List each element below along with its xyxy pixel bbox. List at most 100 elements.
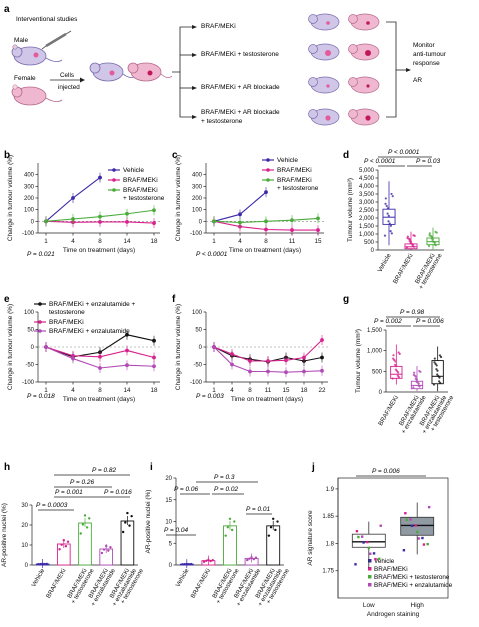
chart-f-data-point (284, 358, 288, 363)
chart-i-point (226, 526, 230, 529)
injected-male-mouse-icon (89, 62, 137, 82)
panel-letter-g: g (343, 294, 349, 305)
chart-d-category-label: BRAF/MEKi (392, 253, 415, 286)
chart-e-y-tick-label: -50 (25, 363, 34, 369)
chart-i-point (254, 556, 258, 559)
chart-f-data-point (248, 359, 252, 363)
chart-g-point (436, 373, 439, 376)
chart-d-y-tick-label: 4,500 (359, 176, 375, 182)
chart-e-x-tick-label: 8 (98, 387, 102, 394)
chart-g-point (439, 355, 443, 359)
chart-h-point (41, 562, 44, 566)
pvalue-g-2: P = 0.002 (374, 318, 402, 325)
chart-f-data-point (320, 338, 324, 342)
chart-f-data-point (266, 369, 270, 374)
legend-b-testo-1: BRAF/MEKi (123, 187, 158, 194)
female-mouse-icon (11, 84, 63, 106)
chart-h-y-label: AR-positive nuclei (%) (1, 503, 8, 567)
schematic-heading: Interventional studies (16, 16, 78, 23)
chart-b-x-label: Time on treatment (days) (63, 247, 135, 254)
chart-d-y-label: Tumour volume (mm³) (347, 178, 354, 242)
pvalue-d-2: P < 0.0001 (364, 158, 396, 165)
chart-c-x-tick-label: 4 (238, 238, 242, 245)
chart-f-y-tick-label: -50 (193, 363, 202, 369)
chart-d-point (386, 212, 389, 215)
chart-i-point (205, 559, 208, 563)
chart-d-y-tick-label: 500 (364, 240, 375, 246)
chart-e-data-point (152, 364, 156, 369)
chart-j-y-tick-label: 1.8 (326, 541, 335, 547)
chart-j-point (366, 540, 369, 544)
chart-i-point (189, 562, 193, 566)
chart-b-x-tick-label: 14 (123, 238, 131, 245)
legend-c-vehicle: Vehicle (277, 157, 298, 164)
legend-j-enza: BRAF/MEKi + enzalutamide (374, 582, 453, 589)
chart-i-category-label: BRAF/MEKi (190, 568, 213, 600)
treated-mice-icons (308, 13, 380, 126)
chart-f-data-point (230, 362, 234, 367)
chart-j-y-label: AR signature score (307, 510, 314, 566)
chart-d-point (391, 195, 394, 198)
chart-g-point (439, 381, 442, 385)
chart-b-data-point (152, 221, 156, 225)
chart-i-point (230, 528, 234, 532)
chart-i-category-label: Vehicle (174, 567, 190, 588)
chart-d-y-tick-label: 2,500 (359, 208, 375, 214)
chart-j-point (410, 524, 414, 528)
chart-b-data-point (98, 175, 102, 180)
chart-d-y-tick-label: 0 (371, 248, 375, 254)
pvalue-h-2: P = 0.26 (70, 479, 95, 486)
panel-letter-h: h (4, 462, 10, 473)
chart-c-y-tick-label: 100 (192, 208, 203, 214)
chart-h-point (81, 523, 85, 526)
chart-j-point (362, 541, 365, 544)
chart-h-point (79, 532, 82, 535)
chart-c-data-point (238, 212, 242, 217)
chart-g-y-label: Tumour volume (mm³) (355, 329, 362, 393)
chart-d-point (430, 237, 433, 240)
pvalue-i-3: P = 0.02 (214, 486, 239, 493)
chart-g-point (412, 386, 415, 389)
chart-g-point (392, 354, 395, 357)
chart-h-point (60, 543, 63, 546)
chart-i-point (228, 517, 232, 521)
chart-e-y-tick-label: 100 (24, 310, 35, 316)
chart-j: 1.75 1.8 1.85 1.9 AR signature score Low High A… (307, 477, 449, 618)
chart-g-point (392, 357, 395, 360)
chart-e-data-point (98, 366, 102, 370)
chart-d-point (406, 236, 409, 240)
chart-j-y-tick-label: 1.9 (326, 487, 335, 493)
chart-g-point (438, 354, 442, 357)
pvalue-h-5: P = 0.0003 (36, 502, 68, 509)
chart-d-point (385, 204, 388, 208)
chart-d-point (428, 234, 431, 237)
chart-i-point (276, 520, 279, 523)
chart-d-point (434, 230, 437, 233)
chart-b-data-point (98, 220, 102, 224)
pvalue-f: P = 0.003 (196, 393, 224, 400)
chart-j-point (374, 558, 377, 561)
legend-j: Vehicle BRAF/MEKi BRAF/MEKi + testostero… (368, 558, 453, 589)
chart-f-data-point (302, 355, 306, 360)
chart-b-data-point (125, 220, 129, 224)
chart-j-point (417, 537, 420, 540)
chart-j-point (404, 512, 407, 515)
chart-i-point (272, 517, 275, 521)
chart-i-point (202, 560, 206, 563)
chart-h-category-label: BRAF/MEKi (45, 568, 68, 600)
chart-g-point (394, 368, 397, 371)
chart-b-x-tick-label: 1 (44, 238, 48, 245)
chart-e-y-tick-label: -100 (22, 380, 35, 386)
chart-h-point (66, 540, 70, 543)
chart-i: 0 5 10 15 20 AR-positive nuclei (%) Vehicle BRA… (145, 476, 291, 607)
chart-i-point (183, 562, 186, 566)
chart-j-point (405, 518, 408, 521)
chart-f-data-point (320, 355, 324, 360)
chart-g-point (433, 357, 436, 360)
injected-label: injected (58, 84, 80, 91)
chart-h-point (62, 539, 65, 542)
cells-arrowhead (80, 77, 85, 83)
chart-b-x-tick-label: 4 (71, 238, 75, 245)
chart-d-point (383, 234, 387, 237)
chart-c-data-point (238, 220, 242, 225)
